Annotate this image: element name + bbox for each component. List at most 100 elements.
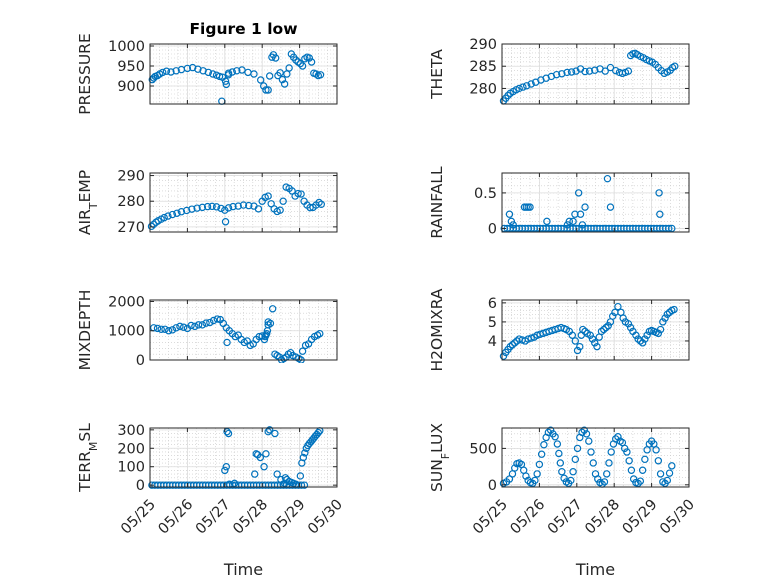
data-point [209, 70, 217, 78]
x-tick-label: 05/25 [470, 497, 511, 538]
data-point [602, 323, 610, 332]
data-point [224, 429, 233, 438]
data-point [203, 202, 212, 211]
subplot-air_temp: 270 280 290 AIRTEMP [76, 169, 338, 236]
y-axis-label: MIXDEPTH [76, 290, 94, 371]
data-point [585, 437, 593, 445]
data-point [182, 206, 191, 215]
data-point [578, 428, 586, 437]
data-point [629, 475, 638, 483]
data-point [307, 58, 316, 66]
data-point [193, 204, 201, 212]
data-point [663, 310, 672, 318]
data-point [260, 463, 268, 471]
axes-box [149, 427, 338, 488]
subplot-sun_flux: 0 500 SUNFLUX 05/2505/2605/2705/2805/2905/3… [428, 423, 698, 579]
x-tick-label: 05/30 [305, 497, 346, 538]
data-point [641, 335, 649, 343]
data-point [533, 470, 541, 478]
data-point [221, 206, 229, 214]
subplot-pressure: 900 950 1000 PRESSURE Figure 1 low [76, 20, 338, 115]
axes-box [149, 172, 338, 233]
data-point [265, 426, 274, 434]
data-point [504, 91, 512, 100]
data-point [173, 209, 181, 217]
data-point [581, 203, 589, 211]
data-point [655, 189, 663, 197]
data-point [224, 71, 233, 79]
data-point [609, 312, 617, 320]
data-point [553, 440, 562, 448]
x-tick-label: 05/30 [657, 497, 698, 538]
data-point [299, 453, 308, 462]
x-tick-label: 05/27 [545, 497, 586, 538]
data-point [215, 72, 224, 81]
data-point [587, 448, 595, 456]
data-point [229, 202, 237, 211]
data-point [671, 62, 679, 70]
axes-box [501, 43, 690, 105]
data-point [222, 80, 230, 89]
data-point [600, 325, 608, 334]
data-point [654, 457, 663, 465]
data-point [209, 316, 218, 325]
data-series-pressure [148, 50, 325, 105]
data-point [294, 189, 302, 198]
data-point [268, 305, 277, 313]
data-point [531, 476, 539, 485]
y-tick-label: 2000 [108, 294, 145, 310]
data-point [172, 324, 180, 332]
data-point [251, 470, 259, 478]
y-tick-label: 5 [488, 315, 497, 331]
data-point [280, 80, 289, 88]
data-point [527, 80, 535, 88]
data-point [546, 426, 555, 434]
data-point [160, 213, 168, 222]
x-tick-label: 05/28 [582, 497, 623, 538]
y-tick-label: 270 [117, 220, 145, 236]
data-series-air_temp [147, 183, 325, 231]
data-point [573, 444, 582, 453]
data-point [604, 322, 612, 330]
data-point [659, 318, 667, 326]
data-point [511, 339, 519, 347]
data-point [194, 321, 203, 329]
data-point [279, 197, 287, 205]
data-point [273, 470, 281, 478]
data-point [515, 84, 523, 93]
data-point [563, 68, 571, 77]
data-point [652, 446, 660, 454]
data-point [578, 221, 587, 229]
axes-box [149, 299, 338, 361]
data-point [280, 479, 289, 488]
data-point [668, 462, 676, 470]
data-point [281, 474, 290, 482]
subplot-title: Figure 1 low [189, 20, 297, 38]
data-point [164, 212, 172, 220]
data-point [571, 337, 580, 345]
data-point [585, 67, 594, 75]
data-point [508, 341, 517, 349]
data-point [580, 426, 588, 434]
data-point [244, 68, 252, 77]
data-point [597, 327, 606, 336]
x-tick-label: 05/27 [193, 497, 234, 538]
data-point [177, 208, 186, 216]
data-point [665, 469, 674, 477]
data-point [594, 475, 602, 483]
data-point [588, 335, 597, 343]
y-tick-label: 6 [488, 296, 497, 312]
data-point [238, 66, 246, 74]
data-point [656, 470, 665, 478]
data-series-terr_msl [148, 426, 324, 489]
data-series-mixdepth [150, 305, 324, 363]
data-point [558, 70, 566, 78]
data-point [296, 472, 305, 480]
data-point [296, 59, 305, 68]
data-point [264, 427, 272, 436]
y-tick-label: 285 [469, 59, 497, 75]
data-point [206, 318, 214, 327]
data-point [317, 200, 325, 208]
data-point [183, 64, 192, 73]
